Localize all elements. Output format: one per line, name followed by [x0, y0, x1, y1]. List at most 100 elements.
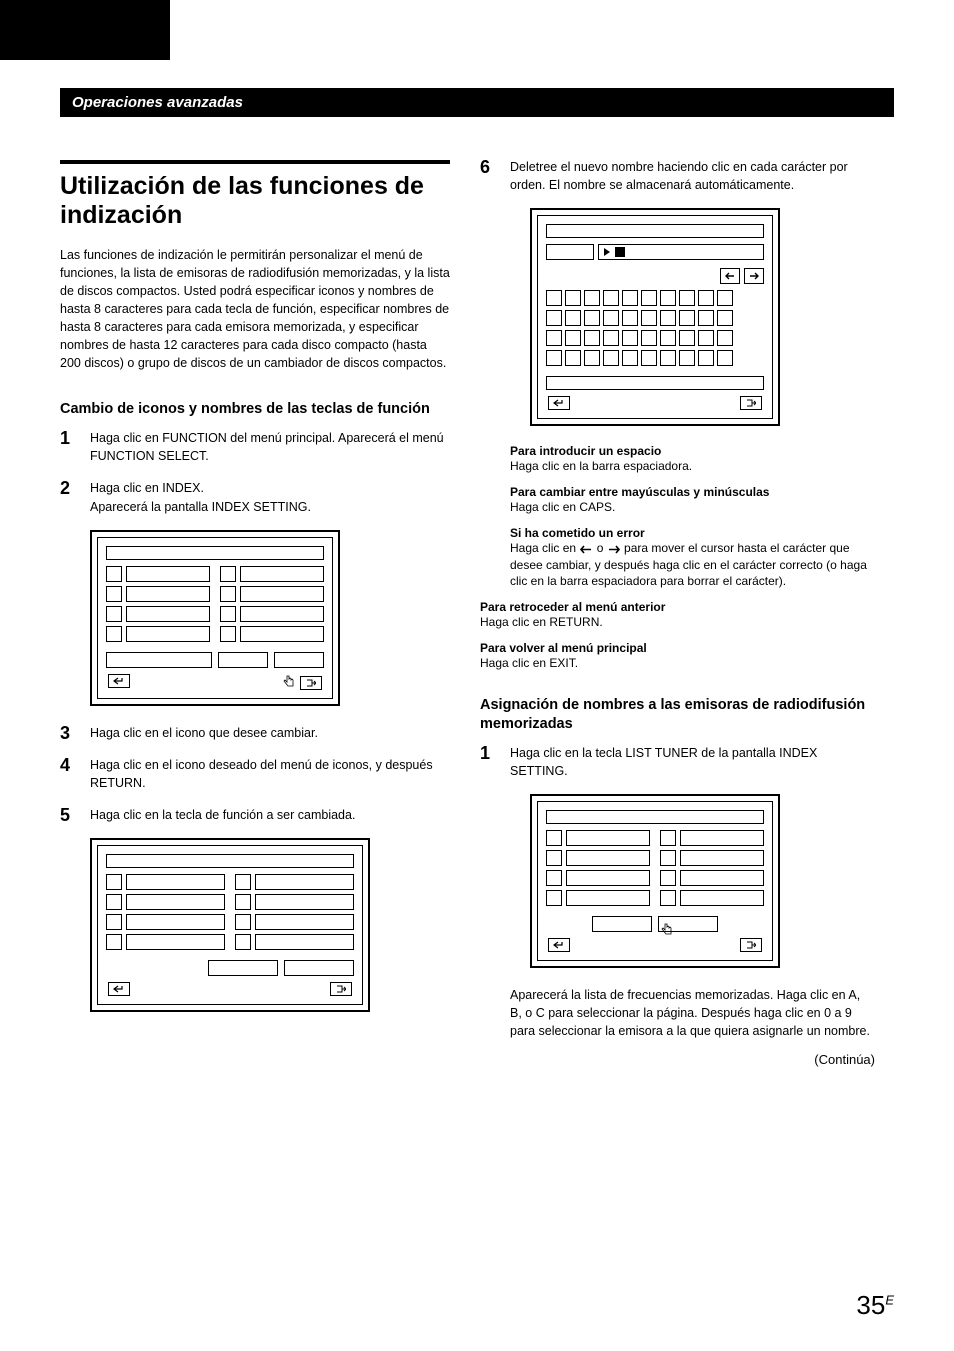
- return-icon: [108, 674, 130, 688]
- footer-bar: [546, 396, 764, 410]
- subnote-return: Para retroceder al menú anterior Haga cl…: [480, 600, 875, 631]
- step-body: Haga clic en el icono deseado del menú d…: [90, 756, 450, 792]
- return-icon: [108, 982, 130, 996]
- step-number: 6: [480, 158, 496, 194]
- screen-inner: [537, 801, 773, 961]
- label-slot: [255, 894, 354, 910]
- bottom-buttons: [106, 960, 354, 976]
- arrow-right-button: [744, 268, 764, 284]
- intro-paragraph: Las funciones de indización le permitirá…: [60, 246, 450, 373]
- label-slot: [240, 606, 324, 622]
- function-grid: [546, 830, 764, 906]
- step-number: 1: [480, 744, 496, 780]
- icon-slot: [660, 890, 676, 906]
- name-display: [598, 244, 764, 260]
- bottom-buttons: [106, 652, 324, 668]
- label-slot: [255, 874, 354, 890]
- grid-col: [220, 566, 324, 642]
- step-1: 1 Haga clic en FUNCTION del menú princip…: [60, 429, 450, 465]
- function-grid: [106, 874, 354, 950]
- label-slot: [126, 586, 210, 602]
- label-slot: [126, 894, 225, 910]
- icon-slot: [235, 874, 251, 890]
- arrow-left-button: [720, 268, 740, 284]
- list-button: [106, 652, 212, 668]
- footer-bar: [546, 938, 764, 952]
- label-slot: [680, 890, 764, 906]
- screen-inner: [537, 215, 773, 419]
- label-slot: [240, 626, 324, 642]
- arrow-right-icon: [607, 545, 621, 554]
- label-slot: [566, 830, 650, 846]
- subnote-body: Haga clic en CAPS.: [510, 499, 875, 516]
- subnote-title: Para introducir un espacio: [510, 444, 875, 458]
- subnote-title: Para volver al menú principal: [480, 641, 875, 655]
- step-3: 3 Haga clic en el icono que desee cambia…: [60, 724, 450, 742]
- step-number: 5: [60, 806, 76, 824]
- keyboard-keys: [546, 290, 764, 390]
- function-grid: [106, 566, 324, 642]
- subnote-body: Haga clic en o para mover el cursor hast…: [510, 540, 875, 590]
- keyboard-screen: [530, 208, 780, 426]
- label-slot: [255, 914, 354, 930]
- page-title: Utilización de las funciones de indizaci…: [60, 172, 450, 230]
- icon-slot: [660, 870, 676, 886]
- step-number: 1: [60, 429, 76, 465]
- corner-black-bar: [0, 0, 170, 60]
- label-slot: [680, 850, 764, 866]
- page-num-value: 35: [856, 1290, 885, 1320]
- subnote-space: Para introducir un espacio Haga clic en …: [510, 444, 875, 475]
- screen-title-bar: [546, 224, 764, 238]
- step-body: Haga clic en el icono que desee cambiar.: [90, 724, 450, 742]
- step-6: 6 Deletree el nuevo nombre haciendo clic…: [480, 158, 875, 194]
- after-text: Aparecerá la lista de frecuencias memori…: [510, 986, 875, 1040]
- list-tuner-button: [592, 916, 652, 932]
- icon-slot: [235, 934, 251, 950]
- cursor-hand-icon: [659, 922, 675, 938]
- step-number: 3: [60, 724, 76, 742]
- label-slot: [126, 914, 225, 930]
- spacebar: [546, 376, 764, 390]
- icon-slot: [235, 894, 251, 910]
- footer-bar: [106, 674, 324, 690]
- icon-slot: [106, 894, 122, 910]
- screen-title-bar: [106, 854, 354, 868]
- label-slot: [680, 830, 764, 846]
- page-num-suffix: E: [885, 1292, 894, 1307]
- step-text: Aparecerá la pantalla INDEX SETTING.: [90, 500, 311, 514]
- step-5: 5 Haga clic en la tecla de función a ser…: [60, 806, 450, 824]
- return-icon: [548, 938, 570, 952]
- button: [284, 960, 354, 976]
- section-header: Operaciones avanzadas: [60, 88, 894, 117]
- label-slot: [566, 870, 650, 886]
- label-slot: [126, 874, 225, 890]
- right-column: 6 Deletree el nuevo nombre haciendo clic…: [480, 158, 875, 1067]
- subnote-caps: Para cambiar entre mayúsculas y minúscul…: [510, 485, 875, 516]
- subnote-title: Si ha cometido un error: [510, 526, 875, 540]
- exit-icon: [330, 982, 352, 996]
- icon-slot: [546, 890, 562, 906]
- icon-slot: [106, 606, 122, 622]
- exit-icon: [740, 396, 762, 410]
- label-slot: [126, 566, 210, 582]
- button: [274, 652, 324, 668]
- subnote-exit: Para volver al menú principal Haga clic …: [480, 641, 875, 672]
- grid-col: [106, 566, 210, 642]
- list-tuner-screen: [530, 794, 780, 968]
- screen-title-bar: [546, 810, 764, 824]
- step-body: Haga clic en la tecla LIST TUNER de la p…: [510, 744, 875, 780]
- icon-slot: [546, 850, 562, 866]
- icon-slot: [546, 870, 562, 886]
- subnote-body: Haga clic en EXIT.: [480, 655, 875, 672]
- step-body: Haga clic en FUNCTION del menú principal…: [90, 429, 450, 465]
- label-slot: [126, 934, 225, 950]
- step-2: 2 Haga clic en INDEX. Aparecerá la panta…: [60, 479, 450, 515]
- index-setting-screen: [90, 530, 340, 706]
- arrow-left-icon: [579, 545, 593, 554]
- screen-title-bar: [106, 546, 324, 560]
- text: Haga clic en: [510, 541, 579, 555]
- page-number: 35E: [856, 1290, 894, 1321]
- subnote-body: Haga clic en RETURN.: [480, 614, 875, 631]
- icon-slot: [220, 626, 236, 642]
- screen-inner: [97, 845, 363, 1005]
